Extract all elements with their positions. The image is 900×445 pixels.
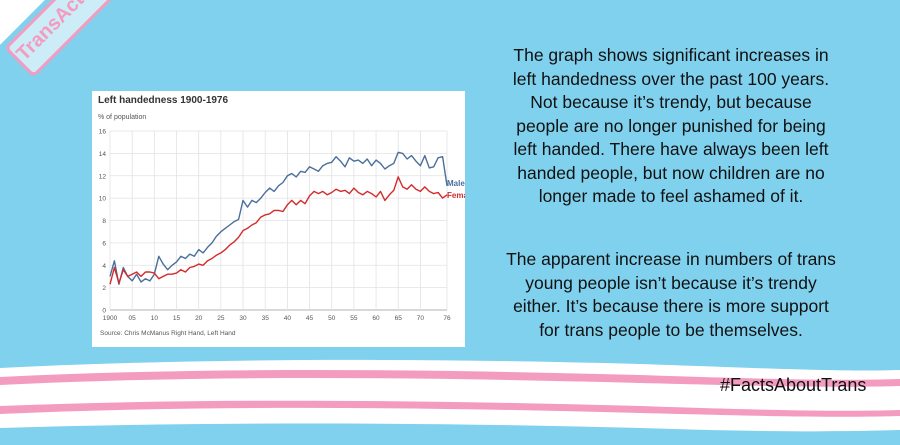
x-tick-label: 55 xyxy=(350,315,358,322)
chart-series: Male Female xyxy=(109,151,465,286)
para2-line: for trans people to be themselves. xyxy=(539,319,803,340)
chart-grid xyxy=(109,130,448,311)
x-tick-label: 70 xyxy=(417,315,425,322)
y-tick-label: 0 xyxy=(102,308,106,315)
paragraph-left-handedness: The graph shows significant increases in… xyxy=(476,44,866,209)
chart-y-axis-label: % of population xyxy=(98,114,146,121)
series-line-male xyxy=(109,151,448,286)
para1-line: The graph shows significant increases in xyxy=(513,45,829,65)
x-tick-label: 05 xyxy=(129,315,137,322)
pink-stripe-lower xyxy=(0,400,900,417)
y-tick-label: 4 xyxy=(102,263,106,270)
trans-flag-waves xyxy=(0,359,900,445)
y-tick-label: 14 xyxy=(99,151,107,158)
para1-line: longer made to feel ashamed of it. xyxy=(538,186,804,206)
para1-line: handed people, but now children are no xyxy=(517,162,825,183)
y-tick-label: 16 xyxy=(99,129,107,136)
paragraph-trans-support: The apparent increase in numbers of tran… xyxy=(476,248,866,342)
para1-line: left handedness over the past 100 years. xyxy=(512,68,830,89)
x-tick-label: 45 xyxy=(306,315,314,322)
x-tick-label: 1900 xyxy=(103,315,118,322)
x-tick-label: 10 xyxy=(151,315,159,322)
left-handedness-chart: Left handedness 1900-1976 % of populatio… xyxy=(98,95,465,337)
x-tick-label: 30 xyxy=(239,315,247,322)
hashtag: #FactsAboutTrans xyxy=(720,375,867,395)
y-tick-label: 8 xyxy=(102,218,106,225)
pink-stripe-upper xyxy=(0,370,900,387)
series-label-male: Male xyxy=(447,179,465,188)
y-tick-label: 6 xyxy=(102,240,106,247)
para1-line: people are no longer punished for being xyxy=(516,115,826,136)
x-tick-label: 76 xyxy=(443,315,451,322)
x-tick-label: 35 xyxy=(262,315,270,322)
y-tick-label: 2 xyxy=(102,285,106,292)
x-tick-label: 20 xyxy=(195,315,203,322)
para1-line: Not because it’s trendy, but because xyxy=(530,92,812,112)
x-tick-label: 25 xyxy=(217,315,225,322)
chart-ticks: 0 2 4 6 8 10 12 14 16 1900 05 10 15 20 25 30 35 40 45 50 55 6… xyxy=(99,129,451,323)
para2-line: either. It’s because there is more suppo… xyxy=(513,296,829,316)
chart-title: Left handedness 1900-1976 xyxy=(98,95,228,106)
blue-wave-bottom xyxy=(0,423,900,445)
x-tick-label: 40 xyxy=(284,315,292,322)
x-tick-label: 50 xyxy=(328,315,336,322)
x-tick-label: 15 xyxy=(173,315,181,322)
y-tick-label: 10 xyxy=(99,196,107,203)
chart-source: Source: Chris McManus Right Hand, Left H… xyxy=(100,330,236,337)
para1-line: left handed. There have always been left xyxy=(513,139,829,159)
para2-line: young people isn’t because it’s trendy xyxy=(525,272,817,293)
y-tick-label: 12 xyxy=(99,173,107,180)
para2-line: The apparent increase in numbers of tran… xyxy=(506,249,836,269)
x-tick-label: 65 xyxy=(395,315,403,322)
x-tick-label: 60 xyxy=(372,315,380,322)
series-label-female: Female xyxy=(447,191,465,200)
series-line-female xyxy=(109,176,448,285)
chart-panel: Left handedness 1900-1976 % of populatio… xyxy=(92,91,465,347)
